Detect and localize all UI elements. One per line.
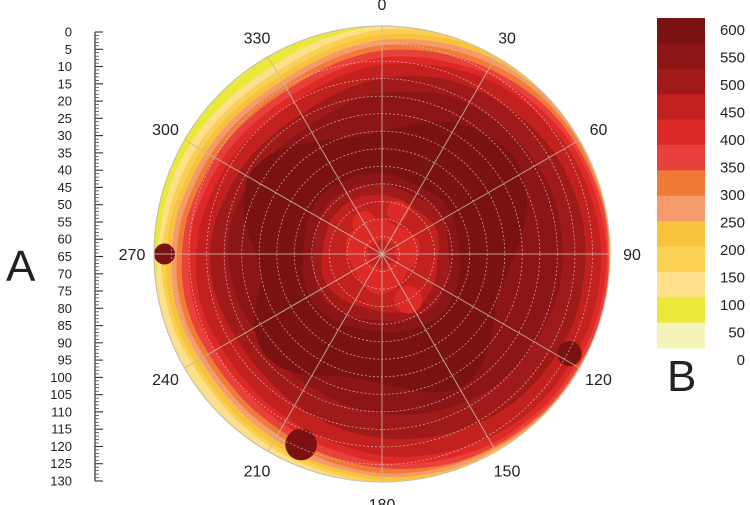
panel-label-a: A xyxy=(6,242,36,291)
radial-tick-label-115: 115 xyxy=(51,422,72,437)
colorbar-swatch-5 xyxy=(657,144,705,171)
radial-tick-label-85: 85 xyxy=(58,318,72,333)
radial-tick-label-45: 45 xyxy=(58,180,72,195)
colorbar-label-500: 500 xyxy=(720,77,745,94)
radial-tick-label-125: 125 xyxy=(50,456,72,471)
radial-tick-label-100: 100 xyxy=(50,370,72,385)
colorbar-swatch-10 xyxy=(657,271,705,298)
grid-spoke-150 xyxy=(381,253,497,452)
colorbar-swatch-3 xyxy=(657,94,705,120)
radial-tick-label-5: 5 xyxy=(65,42,72,57)
colorbar-label-100: 100 xyxy=(720,297,745,314)
colorbar-swatch-2 xyxy=(657,68,705,95)
radial-tick-label-95: 95 xyxy=(58,353,72,368)
radial-tick-label-40: 40 xyxy=(58,163,72,178)
angle-label-120: 120 xyxy=(585,372,612,389)
radial-tick-label-30: 30 xyxy=(58,128,72,143)
radial-tick-label-120: 120 xyxy=(50,439,72,454)
radial-tick-label-50: 50 xyxy=(58,197,72,212)
angle-label-0: 0 xyxy=(378,0,387,14)
colorbar-label-200: 200 xyxy=(720,242,745,259)
colorbar-swatch-12 xyxy=(657,322,705,349)
radial-tick-label-55: 55 xyxy=(58,215,72,230)
radial-tick-label-75: 75 xyxy=(58,284,72,299)
colorbar-label-550: 550 xyxy=(720,50,745,67)
radial-tick-label-80: 80 xyxy=(58,301,72,316)
grid-spoke-120 xyxy=(381,253,580,369)
angle-label-210: 210 xyxy=(244,464,271,481)
contour-blob-2 xyxy=(285,428,317,461)
radial-scale: 0 5 10 15 20 25 30 35 40 45 50 55 60 65 70 75 80 85 90 95 10… xyxy=(50,25,103,489)
radial-tick-label-70: 70 xyxy=(58,266,72,281)
grid-spoke-60 xyxy=(381,139,580,255)
polar-disc-outline xyxy=(153,25,611,483)
colorbar-swatch-4 xyxy=(657,119,705,146)
grid-spoke-30 xyxy=(381,56,497,255)
angular-axis-labels: 0 30 60 90 120 150 180 210 240 270 300 330 xyxy=(119,0,641,505)
colorbar-swatch-11 xyxy=(657,297,705,323)
colorbar-label-350: 350 xyxy=(720,160,745,177)
radial-tick-label-65: 65 xyxy=(58,249,72,264)
colorbar-label-400: 400 xyxy=(720,132,745,149)
radial-tick-label-105: 105 xyxy=(50,387,72,402)
colorbar-swatch-0 xyxy=(657,18,705,44)
grid-spoke-240 xyxy=(184,253,383,369)
colorbar-label-450: 450 xyxy=(720,105,745,122)
colorbar-label-600: 600 xyxy=(720,22,745,39)
grid-spoke-330 xyxy=(267,56,383,255)
radial-tick-label-25: 25 xyxy=(58,111,72,126)
contour-blob-3 xyxy=(387,200,409,222)
colorbar-label-50: 50 xyxy=(728,325,745,342)
radial-tick-label-35: 35 xyxy=(58,145,72,160)
radial-tick-label-60: 60 xyxy=(58,232,72,247)
radial-tick-label-10: 10 xyxy=(58,59,72,74)
colorbar-label-0: 0 xyxy=(737,352,745,369)
angle-label-180: 180 xyxy=(369,497,396,505)
colorbar-swatch-7 xyxy=(657,195,705,222)
angle-label-150: 150 xyxy=(494,464,521,481)
angle-label-270: 270 xyxy=(119,247,146,264)
radial-tick-label-20: 20 xyxy=(58,94,72,109)
colorbar-swatch-6 xyxy=(657,170,705,197)
radial-tick-label-15: 15 xyxy=(58,76,72,91)
angle-label-60: 60 xyxy=(590,122,608,139)
grid-spoke-300 xyxy=(184,139,383,255)
radial-tick-label-110: 110 xyxy=(51,404,72,419)
colorbar-swatch-1 xyxy=(657,43,705,70)
colorbar-label-250: 250 xyxy=(720,215,745,232)
colorbar-label-150: 150 xyxy=(720,270,745,287)
angle-label-240: 240 xyxy=(152,372,179,389)
grid-spoke-210 xyxy=(267,253,383,452)
panel-label-b: B xyxy=(667,352,696,401)
angle-label-30: 30 xyxy=(498,31,516,48)
angle-label-300: 300 xyxy=(152,122,179,139)
angle-label-90: 90 xyxy=(623,247,641,264)
colorbar-swatch-9 xyxy=(657,246,705,273)
colorbar-swatch-8 xyxy=(657,221,705,247)
contour-blob-1 xyxy=(557,341,582,366)
angle-label-330: 330 xyxy=(244,31,271,48)
radial-tick-label-90: 90 xyxy=(58,335,72,350)
radial-tick-label-130: 130 xyxy=(50,474,72,489)
radial-tick-label-0: 0 xyxy=(65,25,72,40)
polar-grid xyxy=(154,26,610,482)
colorbar-label-300: 300 xyxy=(720,187,745,204)
polar-plot-area xyxy=(153,25,611,483)
